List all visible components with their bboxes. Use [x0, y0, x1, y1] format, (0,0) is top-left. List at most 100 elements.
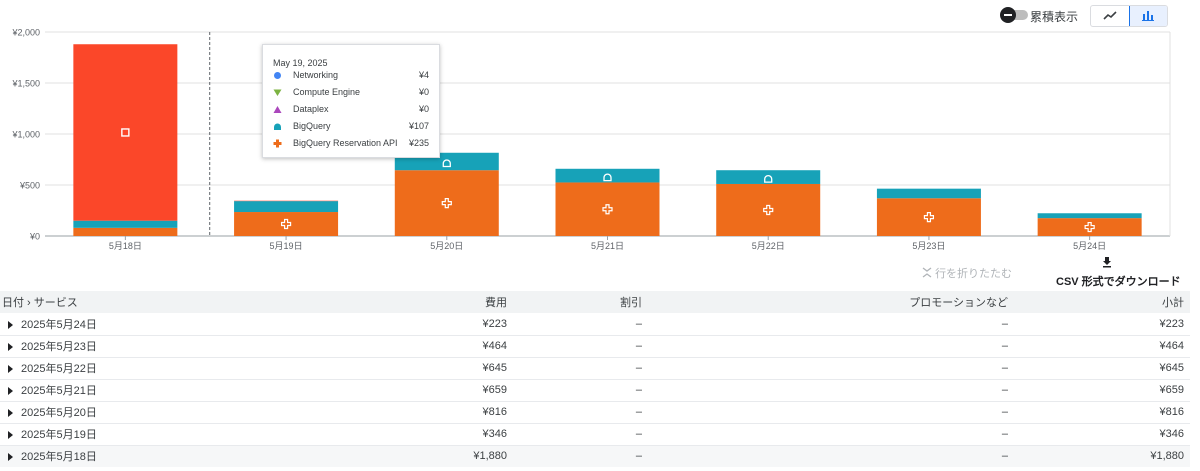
y-tick-label: ¥500: [19, 181, 40, 191]
cumulative-toggle[interactable]: [1000, 7, 1030, 23]
cost-table: 日付 › サービス 費用 割引 プロモーションなど 小計 2025年5月24日 ¥…: [0, 291, 1190, 467]
y-tick-label: ¥0: [29, 232, 40, 242]
date-text: 2025年5月20日: [21, 407, 97, 419]
bar-segment[interactable]: [73, 220, 178, 228]
line-chart-icon: [1103, 11, 1117, 20]
date-cell[interactable]: 2025年5月20日: [0, 401, 400, 424]
tooltip-row: Networking ¥4: [273, 69, 429, 83]
date-text: 2025年5月19日: [21, 429, 97, 441]
chart-type-switcher: [1090, 5, 1168, 27]
legend-marker-icon: [274, 123, 281, 130]
header-promotions[interactable]: プロモーションなど: [648, 291, 1014, 313]
x-tick-label: 5月22日: [752, 241, 785, 251]
table-row[interactable]: 2025年5月19日 ¥346– – ¥346: [0, 423, 1190, 446]
header-cost[interactable]: 費用: [400, 291, 513, 313]
date-cell[interactable]: 2025年5月21日: [0, 379, 400, 402]
date-cell[interactable]: 2025年5月24日: [0, 313, 400, 336]
bar-segment[interactable]: [1037, 218, 1142, 236]
bar-marker-icon: [1084, 221, 1095, 233]
bar-marker-icon: [280, 218, 292, 230]
csv-download-button[interactable]: CSV 形式でダウンロード: [1056, 256, 1181, 288]
date-text: 2025年5月21日: [21, 385, 97, 397]
cost-cell: ¥464: [400, 335, 513, 358]
cost-cell: ¥223: [400, 313, 513, 336]
expand-icon[interactable]: [8, 365, 13, 373]
expand-icon[interactable]: [8, 387, 13, 395]
expand-icon[interactable]: [8, 409, 13, 417]
table-row[interactable]: 2025年5月22日 ¥645– – ¥645: [0, 357, 1190, 380]
date-text: 2025年5月18日: [21, 451, 97, 464]
tooltip-row: Dataplex ¥0: [273, 103, 429, 117]
date-cell[interactable]: 2025年5月22日: [0, 357, 400, 380]
y-tick-label: ¥1,000: [11, 130, 40, 140]
bar-segment[interactable]: [555, 182, 660, 236]
date-cell[interactable]: 2025年5月23日: [0, 335, 400, 358]
expand-icon[interactable]: [8, 343, 13, 351]
legend-marker-icon: [274, 72, 281, 79]
table-row[interactable]: 2025年5月18日 ¥1,880– – ¥1,880: [0, 445, 1190, 467]
expand-icon[interactable]: [8, 320, 13, 329]
y-tick-label: ¥2,000: [11, 28, 40, 38]
bar-marker-icon: [442, 159, 451, 168]
tooltip-series-value: ¥235: [408, 138, 429, 148]
tooltip-series-value: ¥0: [418, 104, 429, 114]
cost-cell: ¥346: [400, 423, 513, 446]
x-tick-label: 5月20日: [430, 241, 463, 251]
bar-segment[interactable]: [234, 212, 339, 236]
bar-segment[interactable]: [555, 168, 660, 183]
chart-toolbar: 累積表示: [1000, 4, 1200, 28]
legend-marker-icon: [273, 89, 282, 96]
table-row[interactable]: 2025年5月24日 ¥223– – ¥223: [0, 313, 1190, 336]
discount-cell: –: [513, 313, 648, 336]
bar-chart-icon: [1142, 11, 1155, 21]
x-tick-label: 5月23日: [912, 241, 945, 251]
cost-cell: ¥1,880: [400, 445, 513, 467]
tooltip-series-value: ¥107: [408, 121, 429, 131]
bar-segment[interactable]: [73, 44, 178, 221]
header-discount[interactable]: 割引: [513, 291, 648, 313]
bar-marker-icon: [764, 174, 773, 183]
line-chart-button[interactable]: [1091, 6, 1129, 26]
tooltip-series-value: ¥4: [418, 70, 429, 80]
collapse-rows-button[interactable]: 行を折りたたむ: [922, 265, 1012, 281]
bar-segment[interactable]: [73, 227, 178, 236]
date-text: 2025年5月22日: [21, 363, 97, 375]
date-cell[interactable]: 2025年5月18日: [0, 445, 400, 467]
subtotal-cell: ¥346: [1014, 423, 1190, 446]
legend-marker-icon: [273, 106, 282, 113]
collapse-icon: [922, 267, 932, 278]
date-cell[interactable]: 2025年5月19日: [0, 423, 400, 446]
tooltip-series-name: Networking: [293, 70, 339, 80]
header-date-service[interactable]: 日付 › サービス: [0, 291, 400, 313]
cumulative-label: 累積表示: [1030, 10, 1079, 24]
promo-cell: –: [648, 401, 1014, 424]
table-row[interactable]: 2025年5月21日 ¥659– – ¥659: [0, 379, 1190, 402]
tooltip-row: Compute Engine ¥0: [273, 86, 429, 100]
bar-marker-icon: [923, 212, 935, 223]
bar-chart-button[interactable]: [1128, 6, 1167, 26]
x-tick-label: 5月24日: [1073, 241, 1106, 251]
download-icon: [1103, 257, 1111, 268]
csv-download-label: CSV 形式でダウンロード: [1056, 276, 1181, 288]
bar-segment[interactable]: [394, 170, 499, 236]
table-row[interactable]: 2025年5月23日 ¥464– – ¥464: [0, 335, 1190, 358]
bar-segment[interactable]: [716, 170, 821, 184]
expand-icon[interactable]: [8, 431, 13, 439]
chart-tooltip: May 19, 2025 Networking ¥4 Compute Engine ¥…: [262, 44, 440, 158]
bar-marker-icon: [763, 204, 774, 216]
bar-segment[interactable]: [1037, 213, 1142, 219]
bar-segment[interactable]: [716, 183, 821, 236]
bar-segment[interactable]: [234, 201, 339, 213]
table-row[interactable]: 2025年5月20日 ¥816– – ¥816: [0, 401, 1190, 424]
bar-segment[interactable]: [876, 188, 981, 199]
x-tick-label: 5月19日: [270, 241, 303, 251]
bar-marker-icon: [441, 198, 452, 209]
bar-segment[interactable]: [876, 198, 981, 236]
tooltip-series-name: BigQuery Reservation API: [293, 138, 398, 148]
discount-cell: –: [513, 445, 648, 467]
promo-cell: –: [648, 313, 1014, 336]
header-subtotal[interactable]: 小計: [1014, 291, 1190, 313]
subtotal-cell: ¥464: [1014, 335, 1190, 358]
expand-icon[interactable]: [8, 453, 13, 462]
y-tick-label: ¥1,500: [11, 79, 40, 89]
